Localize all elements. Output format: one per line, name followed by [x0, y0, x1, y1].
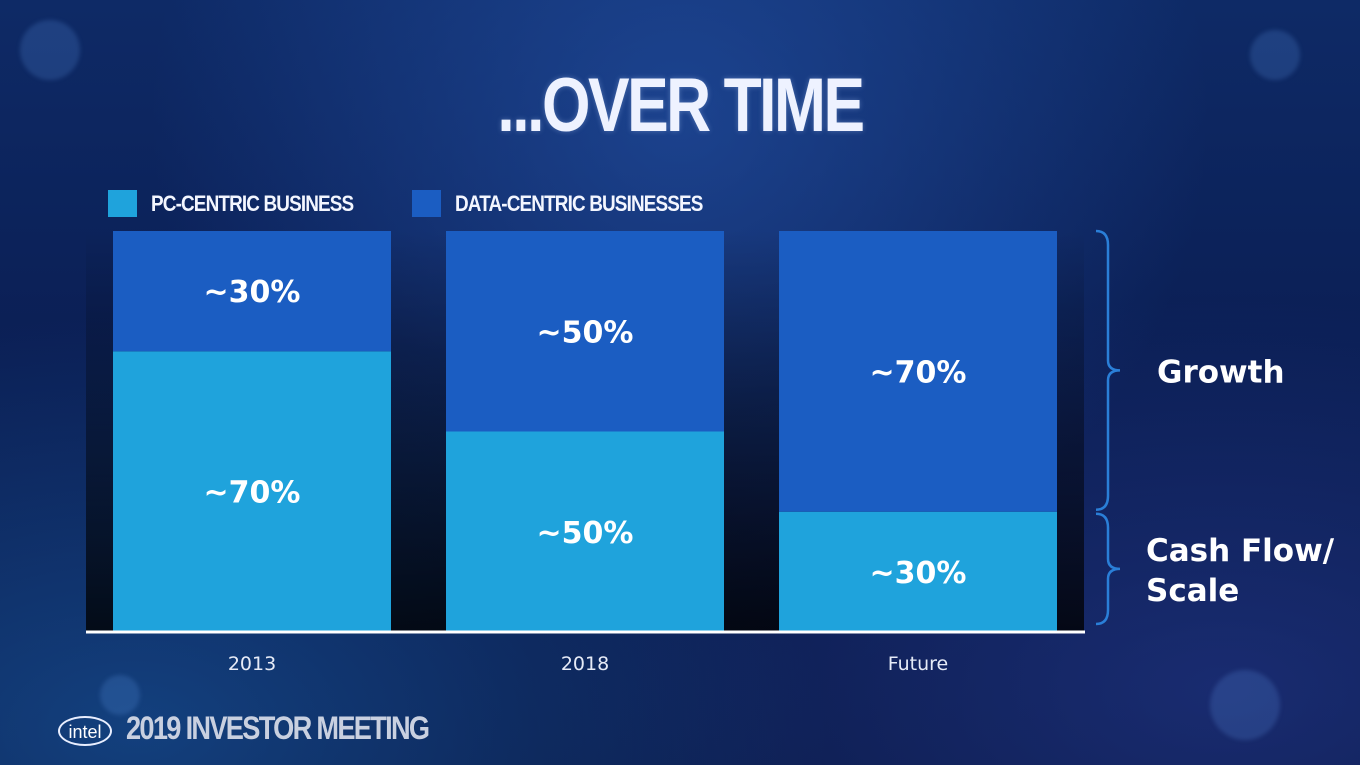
annotation-line: Scale [1146, 573, 1239, 609]
bar-data-centric-2018 [446, 231, 724, 432]
legend-label-pc-centric: PC-CENTRIC BUSINESS [151, 190, 354, 216]
x-tick-label: Future [888, 653, 949, 675]
data-label: ~70% [870, 355, 967, 390]
annotation-growth: Growth [1157, 354, 1285, 390]
growth-brace [1095, 229, 1121, 511]
background-bokeh [1250, 30, 1300, 80]
event-label: 2019 INVESTOR MEETING [126, 710, 430, 746]
x-tick-label: 2018 [561, 653, 609, 675]
cash-flow-brace [1095, 512, 1121, 626]
annotation-line: Cash Flow/ [1146, 533, 1335, 569]
data-label: ~30% [870, 556, 967, 591]
bar-pc-centric-future [779, 511, 1057, 632]
data-label: ~50% [537, 516, 634, 551]
annotation-cash-flow-scale: Cash Flow/Scale [1146, 533, 1335, 609]
legend-swatch-data-centric [412, 190, 442, 217]
background-bokeh [100, 675, 140, 715]
bar-pc-centric-2018 [446, 431, 724, 632]
data-label: ~50% [537, 315, 634, 350]
background-bokeh [20, 20, 80, 80]
background-bokeh [1210, 670, 1280, 740]
intel-logo: intel [58, 716, 112, 746]
legend-swatch-pc-centric [108, 190, 137, 217]
data-label: ~70% [204, 476, 301, 511]
bar-data-centric-future [779, 231, 1057, 512]
data-label: ~30% [204, 275, 301, 310]
legend-label-data-centric: DATA-CENTRIC BUSINESSES [455, 190, 703, 216]
bar-pc-centric-2013 [113, 351, 391, 632]
chart-legend: PC-CENTRIC BUSINESS DATA-CENTRIC BUSINES… [108, 190, 769, 217]
x-tick-label: 2013 [228, 653, 276, 675]
bar-data-centric-2013 [113, 231, 391, 352]
slide-title: ...OVER TIME [497, 63, 865, 148]
